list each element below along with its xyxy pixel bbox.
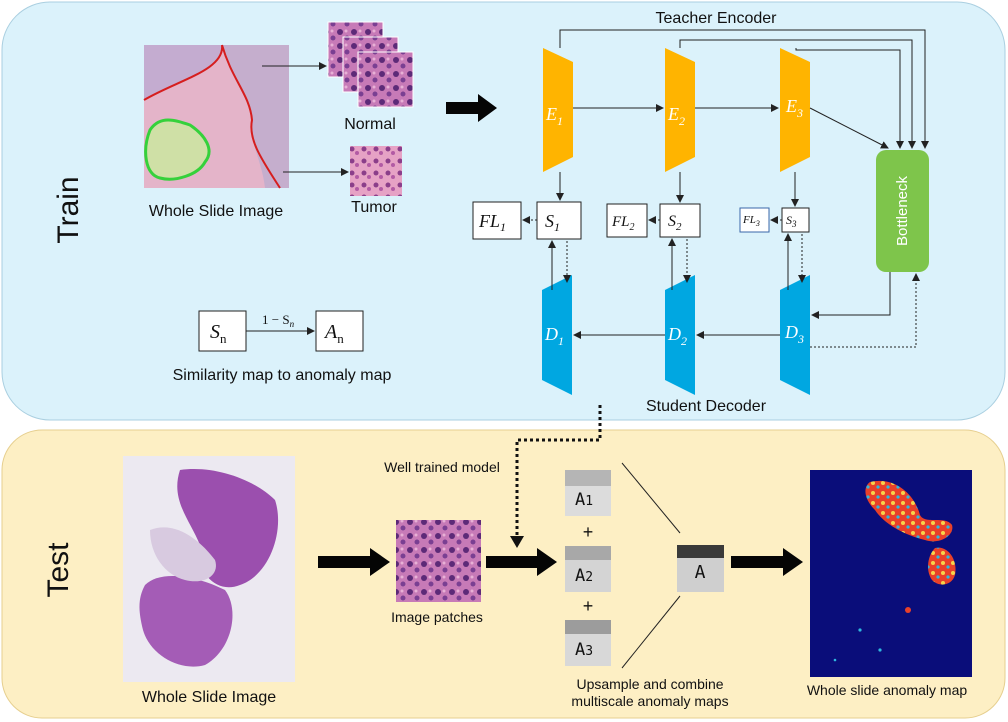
big-arrow-test-1: [318, 548, 390, 576]
train-wsi-caption: Whole Slide Image: [149, 203, 283, 220]
feature-loss-fl3: FL3: [739, 207, 770, 233]
bottleneck-label: Bottleneck: [894, 175, 911, 246]
combine-caption-line1: Upsample and combine: [576, 676, 723, 692]
image-patches-caption: Image patches: [391, 609, 483, 625]
svg-text:A: A: [695, 562, 706, 583]
combined-anomaly-map: A: [677, 545, 724, 592]
svg-text:A3: A3: [575, 640, 593, 660]
tumor-label: Tumor: [351, 199, 397, 216]
svg-text:E2: E2: [667, 104, 685, 128]
encoder-e2: E2: [665, 48, 695, 172]
svg-text:D1: D1: [544, 324, 564, 348]
test-wsi-image: [123, 456, 295, 682]
plus-sign-1: +: [583, 522, 594, 542]
similarity-s1: S1: [536, 201, 582, 240]
svg-text:S1: S1: [545, 211, 560, 234]
test-wsi-caption: Whole Slide Image: [142, 689, 276, 706]
svg-text:E1: E1: [545, 104, 563, 128]
whole-slide-anomaly-caption: Whole slide anomaly map: [807, 682, 968, 698]
svg-text:FL3: FL3: [742, 214, 760, 228]
svg-text:A2: A2: [575, 566, 593, 586]
train-wsi-image: [143, 44, 289, 189]
anomaly-map-a1: A1: [565, 470, 611, 516]
plus-sign-2: +: [583, 596, 594, 616]
big-arrow-train: [446, 94, 497, 122]
encoder-e1: E1: [543, 48, 573, 172]
svg-text:S3: S3: [786, 213, 797, 229]
combine-caption-line2: multiscale anomaly maps: [571, 693, 728, 709]
whole-slide-anomaly-map: [810, 470, 972, 677]
svg-text:An: An: [323, 321, 344, 346]
anomaly-map-a2: A2: [565, 546, 611, 592]
svg-text:FL2: FL2: [611, 214, 635, 233]
similarity-map-legend: Sn An 1 − Sn: [198, 310, 364, 352]
bottleneck-block: Bottleneck: [876, 150, 929, 272]
teacher-encoder-label: Teacher Encoder: [656, 10, 778, 27]
similarity-map-caption: Similarity map to anomaly map: [173, 367, 392, 384]
feature-loss-fl2: FL2: [606, 203, 648, 238]
normal-patches-image: [327, 21, 414, 108]
feature-loss-fl1: FL1: [472, 201, 522, 240]
big-arrow-test-3: [731, 548, 803, 576]
image-patch: [396, 520, 481, 602]
svg-text:D2: D2: [667, 324, 687, 348]
train-label: Train: [52, 176, 85, 243]
decoder-d2: D2: [665, 275, 695, 395]
well-trained-connector: [515, 405, 602, 540]
tumor-patch-image: [350, 146, 402, 196]
svg-text:E3: E3: [785, 96, 803, 120]
decoder-d3: D3: [780, 275, 810, 395]
student-decoder-label: Student Decoder: [646, 398, 767, 415]
svg-text:S2: S2: [668, 213, 682, 233]
similarity-s2: S2: [659, 203, 701, 238]
test-label: Test: [42, 542, 75, 598]
similarity-s3: S3: [781, 207, 810, 233]
decoder-d1: D1: [542, 275, 572, 395]
well-trained-model-label: Well trained model: [384, 459, 500, 475]
svg-text:1 − Sn: 1 − Sn: [262, 312, 295, 329]
normal-label: Normal: [344, 116, 396, 133]
svg-text:FL1: FL1: [478, 211, 506, 234]
encoder-e3: E3: [780, 48, 810, 172]
svg-text:A1: A1: [575, 490, 593, 510]
big-arrow-test-2: [486, 548, 557, 576]
svg-text:Sn: Sn: [210, 321, 227, 346]
svg-text:D3: D3: [784, 322, 804, 346]
anomaly-map-a3: A3: [565, 620, 611, 666]
